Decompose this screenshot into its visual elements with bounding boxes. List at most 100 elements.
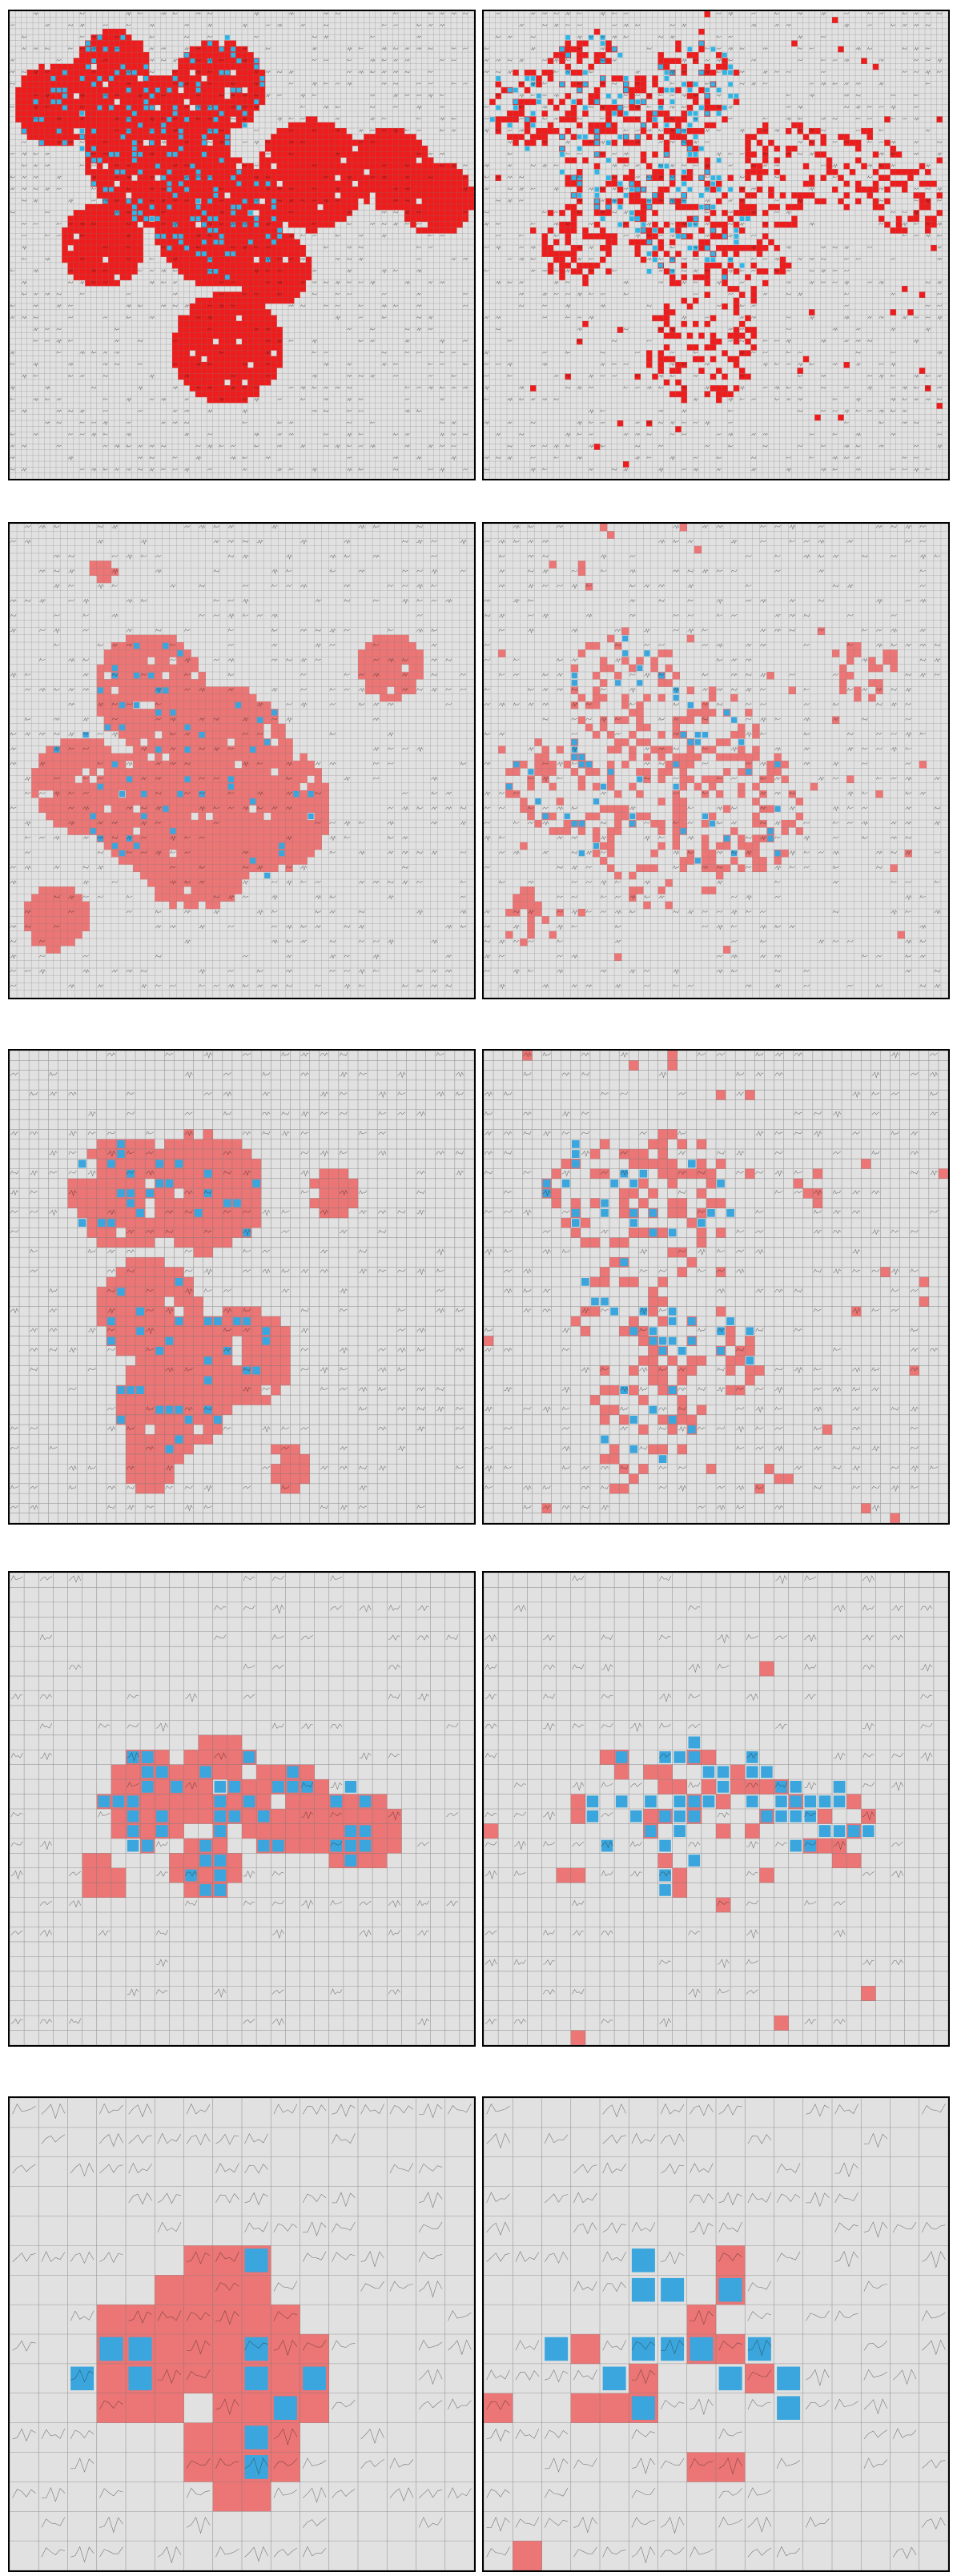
spectrum-glyph	[90, 199, 97, 202]
hotspot-cell	[90, 98, 98, 106]
marker-cell	[115, 151, 120, 157]
spectrum-glyph	[530, 257, 536, 261]
spectrum-glyph	[381, 222, 387, 226]
hotspot-cell	[126, 111, 132, 117]
hotspot-cell	[265, 145, 271, 152]
marker-cell	[525, 76, 530, 81]
hotspot-cell	[50, 134, 57, 140]
spectrum-glyph	[91, 175, 97, 180]
spectrum-glyph	[682, 315, 687, 321]
hotspot-cell	[189, 327, 196, 333]
hotspot-cell	[300, 198, 307, 205]
hotspot-cell	[242, 396, 248, 404]
marker-cell	[530, 111, 536, 116]
spectrum-glyph	[762, 444, 768, 448]
hotspot-cell	[570, 70, 577, 76]
spectrum-glyph	[693, 281, 698, 283]
hotspot-cell	[103, 139, 109, 147]
spectrum-glyph	[658, 468, 664, 472]
spectrum-glyph	[439, 280, 445, 284]
spectrum-glyph	[381, 58, 387, 62]
hotspot-cell	[201, 332, 207, 340]
spectrum-glyph	[669, 82, 675, 85]
spectrum-glyph	[542, 292, 548, 297]
hotspot-cell	[507, 111, 513, 117]
spectrum-glyph	[428, 152, 433, 155]
hotspot-cell	[160, 210, 167, 216]
spectrum-glyph	[937, 151, 943, 156]
spectrum-glyph	[114, 327, 120, 331]
hotspot-cell	[96, 58, 103, 64]
hotspot-cell	[178, 151, 184, 158]
hotspot-cell	[212, 291, 219, 298]
hotspot-cell	[588, 98, 595, 106]
marker-cell	[716, 158, 722, 163]
spectrum-glyph	[33, 11, 38, 16]
spectrum-glyph	[230, 246, 236, 249]
hotspot-cell	[15, 93, 22, 99]
hotspot-cell	[114, 28, 121, 35]
spectrum-glyph	[565, 292, 571, 295]
spectrum-glyph	[681, 386, 687, 389]
spectrum-glyph	[126, 222, 131, 226]
spectrum-glyph	[335, 444, 340, 449]
marker-cell	[687, 187, 693, 192]
hotspot-cell	[219, 163, 225, 170]
spectrum-glyph	[347, 432, 352, 438]
hotspot-cell	[137, 163, 144, 170]
hotspot-cell	[611, 104, 618, 111]
spectrum-glyph	[495, 199, 501, 202]
spectrum-glyph	[611, 11, 617, 15]
marker-cell	[131, 151, 137, 157]
hotspot-cell	[62, 239, 68, 246]
spectrum-glyph	[902, 315, 907, 320]
hotspot-cell	[247, 227, 254, 234]
hotspot-cell	[646, 134, 653, 140]
hotspot-cell	[178, 58, 184, 64]
hotspot-cell	[253, 245, 260, 251]
hotspot-cell	[201, 93, 207, 99]
hotspot-cell	[317, 215, 324, 223]
hotspot-cell	[143, 187, 150, 193]
hotspot-cell	[96, 187, 103, 193]
hotspot-cell	[178, 251, 184, 257]
hotspot-cell	[593, 28, 601, 35]
spectrum-glyph	[484, 363, 489, 366]
hotspot-cell	[143, 81, 150, 88]
hotspot-cell	[60, 775, 68, 784]
hotspot-cell	[160, 98, 167, 106]
hotspot-cell	[745, 327, 751, 333]
hotspot-cell	[294, 134, 300, 140]
hotspot-cell	[686, 93, 694, 99]
spectrum-glyph	[126, 70, 131, 74]
hotspot-cell	[276, 251, 283, 257]
spectrum-glyph	[774, 23, 780, 27]
hotspot-cell	[126, 134, 132, 140]
spectrum-glyph	[416, 351, 422, 354]
hotspot-cell	[710, 385, 717, 392]
spectrum-glyph	[346, 374, 352, 378]
hotspot-cell	[149, 145, 155, 152]
hotspot-cell	[814, 128, 821, 135]
hotspot-cell	[588, 262, 595, 269]
hotspot-cell	[242, 239, 248, 246]
hotspot-cell	[85, 256, 91, 263]
spectrum-glyph	[890, 151, 896, 155]
hotspot-cell	[207, 63, 214, 70]
hotspot-cell	[669, 169, 676, 175]
hotspot-cell	[183, 320, 191, 328]
spectrum-glyph	[913, 70, 919, 74]
hotspot-cell	[468, 198, 474, 205]
marker-cell	[231, 204, 236, 210]
hotspot-cell	[195, 75, 202, 82]
spectrum-glyph	[890, 351, 896, 354]
spectrum-glyph	[265, 456, 271, 460]
hotspot-cell	[259, 98, 266, 106]
hotspot-cell	[410, 203, 416, 211]
hotspot-cell	[90, 221, 98, 228]
hotspot-cell	[212, 362, 219, 368]
hotspot-cell	[265, 332, 271, 340]
hotspot-cell	[317, 151, 324, 158]
hotspot-cell	[547, 128, 554, 135]
spectrum-glyph	[312, 339, 317, 344]
